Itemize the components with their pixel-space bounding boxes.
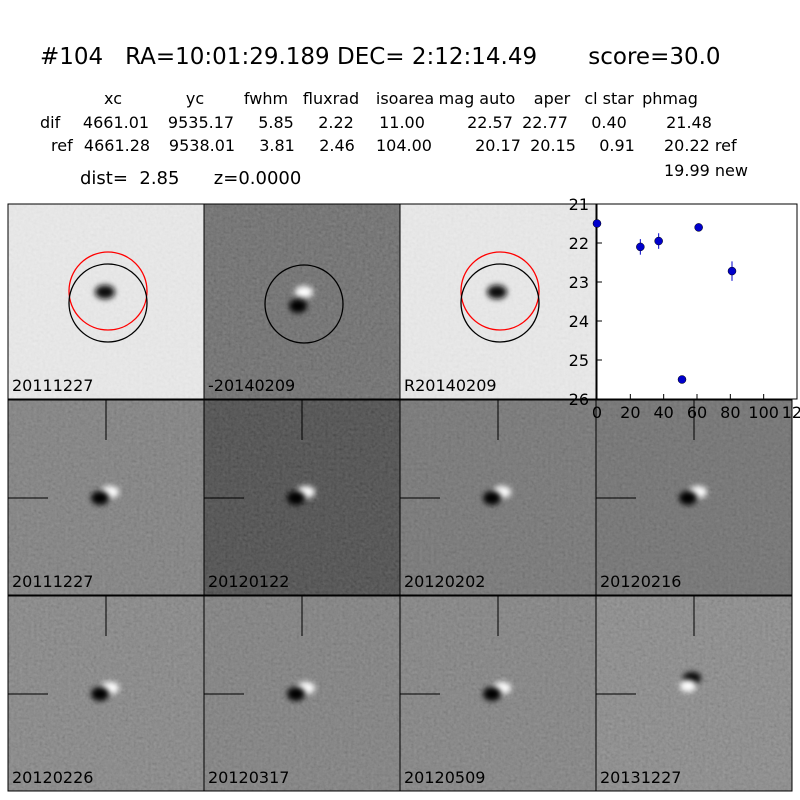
- cell: 0.40: [591, 113, 627, 132]
- stamp-noise: [8, 204, 204, 399]
- blob: [289, 299, 307, 313]
- x-tick-label: 40: [653, 403, 673, 422]
- blob: [680, 680, 696, 692]
- stamp-noise: [400, 204, 596, 399]
- cell: 104.00: [376, 136, 432, 155]
- aperture-red: [460, 251, 540, 331]
- blob: [679, 491, 697, 505]
- column-header: phmag: [642, 89, 698, 108]
- aperture: [460, 263, 540, 343]
- point: [592, 219, 602, 228]
- x-tick-label: 0: [592, 403, 602, 422]
- extra-mag: 19.99 new: [664, 161, 748, 180]
- blob: [483, 491, 501, 505]
- y-tick-label: 25: [569, 351, 589, 370]
- stamp-label: 20111227: [12, 376, 93, 395]
- cell: 0.91: [599, 136, 635, 155]
- y-tick-label: 24: [569, 312, 589, 331]
- cell: 22.77: [522, 113, 568, 132]
- aperture: [264, 264, 344, 344]
- stamp-label: 20111227: [12, 572, 93, 591]
- stamp-label: 20120202: [404, 572, 485, 591]
- column-header: yc: [186, 89, 204, 108]
- cell: 9535.17: [168, 113, 234, 132]
- cell: 22.57: [467, 113, 513, 132]
- cell: 20.22 ref: [664, 136, 737, 155]
- blob: [287, 687, 305, 701]
- blob: [287, 491, 305, 505]
- column-header: fluxrad: [303, 89, 359, 108]
- stamp-label: 20131227: [600, 768, 681, 787]
- stamp-label: R20140209: [404, 376, 497, 395]
- x-tick-label: 20: [620, 403, 640, 422]
- cell: 5.85: [258, 113, 294, 132]
- cell: 4661.01: [83, 113, 149, 132]
- blob: [91, 491, 109, 505]
- cell: 2.46: [319, 136, 355, 155]
- cell: 4661.28: [84, 136, 150, 155]
- cell: 20.15: [530, 136, 576, 155]
- cell: 3.81: [259, 136, 295, 155]
- row-label: ref: [51, 136, 73, 155]
- blob: [483, 687, 501, 701]
- row-label: dif: [40, 113, 61, 132]
- blob: [91, 687, 109, 701]
- x-tick-label: 60: [687, 403, 707, 422]
- column-header: mag auto: [439, 89, 516, 108]
- dist-line: dist= 2.85 z=0.0000: [80, 168, 301, 189]
- stamp-label: 20120216: [600, 572, 681, 591]
- stamp-label: 20120226: [12, 768, 93, 787]
- x-tick-label: 80: [720, 403, 740, 422]
- column-header: cl star: [584, 89, 634, 108]
- point: [694, 223, 703, 232]
- y-tick-label: 21: [569, 195, 589, 214]
- cell: 9538.01: [169, 136, 235, 155]
- stamp-frame: [399, 203, 597, 400]
- cell: 2.22: [318, 113, 354, 132]
- column-header: fwhm: [244, 89, 288, 108]
- stamp-label: 20120509: [404, 768, 485, 787]
- aperture: [68, 263, 148, 343]
- column-header: aper: [534, 89, 571, 108]
- y-tick-label: 22: [569, 234, 589, 253]
- blob: [295, 286, 313, 298]
- y-tick-label: 26: [569, 390, 589, 409]
- column-header: xc: [104, 89, 122, 108]
- point: [677, 375, 687, 384]
- aperture-red: [68, 251, 148, 331]
- x-tick-label: 120: [782, 403, 800, 422]
- cell: 21.48: [666, 113, 712, 132]
- blob: [95, 285, 115, 299]
- point: [654, 236, 663, 246]
- title: #104 RA=10:01:29.189 DEC= 2:12:14.49 sco…: [40, 44, 721, 70]
- y-tick-label: 23: [569, 273, 589, 292]
- stamp-label: -20140209: [208, 376, 295, 395]
- stamp-label: 20120122: [208, 572, 289, 591]
- plot-area: [596, 203, 798, 400]
- point: [727, 266, 737, 276]
- point: [636, 242, 645, 252]
- blob: [487, 285, 507, 299]
- column-header: isoarea: [376, 89, 434, 108]
- cell: 11.00: [379, 113, 425, 132]
- cell: 20.17: [475, 136, 521, 155]
- stamp-label: 20120317: [208, 768, 289, 787]
- x-tick-label: 100: [748, 403, 779, 422]
